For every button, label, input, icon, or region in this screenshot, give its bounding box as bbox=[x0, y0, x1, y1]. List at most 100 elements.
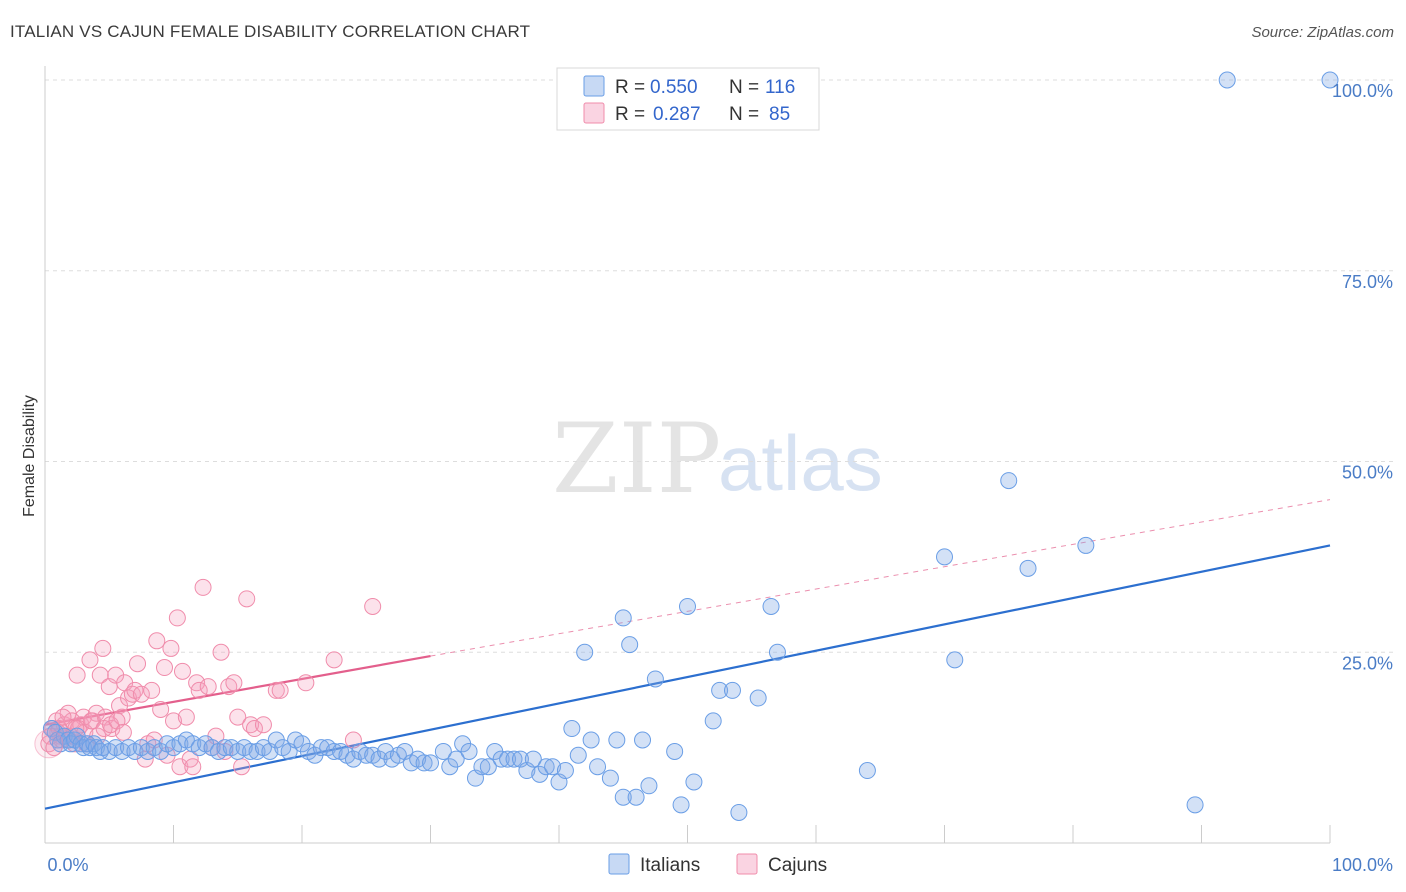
italians-point bbox=[415, 754, 433, 772]
italians-point bbox=[608, 731, 626, 749]
legend-n-label-cajuns: N = bbox=[729, 104, 759, 125]
italians-point bbox=[1186, 796, 1204, 814]
legend-n-value-italians: 116 bbox=[765, 77, 795, 98]
italians-point bbox=[1321, 71, 1339, 89]
italians-point bbox=[422, 754, 439, 772]
italians-point bbox=[216, 739, 234, 757]
italians-point bbox=[768, 643, 786, 661]
italians-point bbox=[672, 796, 690, 814]
italians-point bbox=[646, 670, 664, 688]
italians-point bbox=[723, 681, 741, 699]
italians-point bbox=[357, 746, 375, 764]
legend-r-label-italians: R = bbox=[615, 77, 645, 98]
cajuns-point bbox=[297, 674, 315, 692]
italians-point bbox=[563, 720, 581, 738]
legend-r-value-italians: 0.550 bbox=[650, 77, 698, 98]
cajuns-point bbox=[238, 590, 256, 608]
italians-point bbox=[730, 803, 748, 821]
italians-point bbox=[569, 746, 587, 764]
italians-point bbox=[576, 643, 594, 661]
cajuns-point bbox=[245, 720, 263, 738]
cajuns-point bbox=[129, 655, 147, 673]
cajuns-point bbox=[267, 681, 285, 699]
italians-point bbox=[1077, 536, 1095, 554]
legend-n-value-cajuns: 85 bbox=[769, 104, 790, 125]
tick-labels: 25.0% 50.0% 75.0% 100.0% 0.0% 100.0% bbox=[47, 81, 1393, 875]
italians-point bbox=[614, 609, 632, 627]
cajuns-point bbox=[199, 678, 217, 696]
italians-point bbox=[749, 689, 767, 707]
italians-point bbox=[936, 548, 953, 566]
chart-title: ITALIAN VS CAJUN FEMALE DISABILITY CORRE… bbox=[10, 22, 531, 41]
cajuns-point bbox=[114, 723, 132, 741]
axes bbox=[44, 66, 1331, 844]
legend-r-value-cajuns: 0.287 bbox=[653, 104, 701, 125]
cajuns-trend-line bbox=[44, 654, 431, 726]
bottom-legend-swatch-italians bbox=[608, 853, 630, 875]
legend-r-label-cajuns: R = bbox=[615, 104, 645, 125]
cajuns-point bbox=[152, 700, 170, 718]
italians-point bbox=[621, 636, 639, 654]
cajuns-point bbox=[168, 609, 186, 627]
cajuns-point bbox=[143, 681, 161, 699]
bottom-legend: Italians Cajuns bbox=[608, 853, 827, 876]
italians-point bbox=[679, 597, 696, 615]
bottom-legend-swatch-cajuns bbox=[736, 853, 758, 875]
italians-point bbox=[582, 731, 600, 749]
italians-point bbox=[556, 762, 574, 780]
italians-point bbox=[1019, 559, 1037, 577]
italians-point bbox=[524, 750, 542, 768]
italians-point bbox=[505, 750, 523, 768]
italians-point bbox=[537, 758, 555, 776]
cajuns-point bbox=[325, 651, 343, 669]
italians-point bbox=[589, 758, 607, 776]
italians-point bbox=[479, 758, 497, 776]
italians-point bbox=[711, 681, 729, 699]
cajuns-trend-extension bbox=[430, 499, 1331, 657]
cajuns-point bbox=[91, 666, 109, 684]
italians-point bbox=[601, 769, 619, 787]
cajuns-point bbox=[229, 708, 247, 726]
cajuns-point bbox=[233, 758, 251, 776]
cajuns-point bbox=[173, 662, 191, 680]
italians-point bbox=[499, 750, 517, 768]
italians-point bbox=[434, 742, 452, 760]
italians-point bbox=[640, 777, 658, 795]
cajuns-point bbox=[148, 632, 166, 650]
cajuns-point bbox=[225, 674, 243, 692]
cajuns-point bbox=[82, 712, 100, 730]
cajuns-point bbox=[165, 712, 182, 730]
italians-point bbox=[544, 758, 562, 776]
y-tick-label: 75.0% bbox=[1342, 272, 1393, 292]
italians-point bbox=[627, 788, 645, 806]
cajuns-point bbox=[177, 708, 195, 726]
bottom-legend-label-italians: Italians bbox=[640, 855, 700, 876]
legend-swatch-cajuns bbox=[583, 102, 605, 124]
italians-point bbox=[666, 742, 684, 760]
italians-point bbox=[1000, 472, 1018, 490]
data-points bbox=[34, 71, 1339, 821]
bottom-legend-label-cajuns: Cajuns bbox=[768, 855, 827, 876]
watermark-atlas: atlas bbox=[718, 419, 883, 507]
cajuns-point bbox=[364, 597, 382, 615]
y-tick-label: 25.0% bbox=[1342, 653, 1393, 673]
cajuns-point bbox=[68, 666, 86, 684]
cajuns-point bbox=[184, 758, 202, 776]
cajuns-point bbox=[254, 716, 272, 734]
italians-point bbox=[634, 731, 652, 749]
y-axis-title: Female Disability bbox=[21, 395, 38, 517]
cajuns-point bbox=[94, 639, 112, 657]
cajuns-point bbox=[34, 729, 64, 759]
italians-point bbox=[762, 597, 780, 615]
italians-point bbox=[858, 762, 876, 780]
italians-point bbox=[473, 758, 491, 776]
cajuns-point bbox=[54, 708, 72, 726]
cajuns-point bbox=[271, 681, 289, 699]
italians-point bbox=[492, 750, 510, 768]
grid-lines bbox=[45, 79, 1395, 653]
legend-swatch-italians bbox=[583, 75, 605, 97]
y-tick-label: 50.0% bbox=[1342, 463, 1393, 483]
source-label: Source: ZipAtlas.com bbox=[1251, 24, 1394, 41]
cajuns-point bbox=[190, 681, 208, 699]
